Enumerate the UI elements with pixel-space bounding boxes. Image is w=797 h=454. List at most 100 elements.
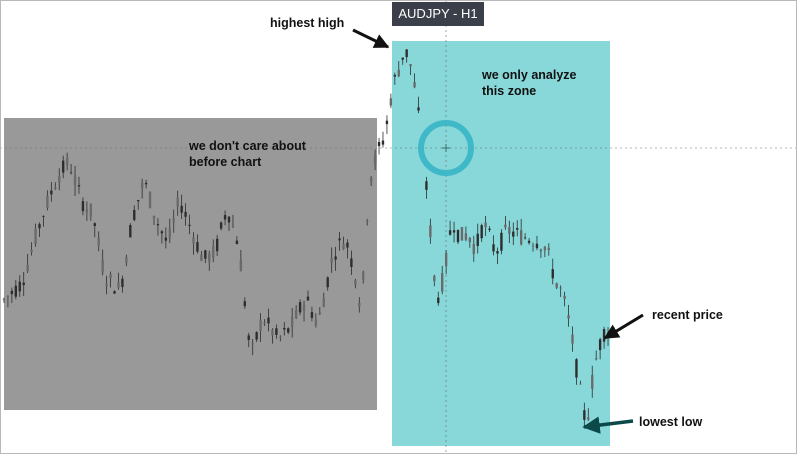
candle-body [294,310,298,319]
candle-body [369,177,373,182]
candle-body [89,203,93,217]
recent-price-arrow [603,313,644,340]
candle-body [302,304,306,311]
candle-body [575,359,578,378]
candle-body [283,327,286,330]
candle-body [259,319,262,331]
candle-body [247,335,250,340]
candle-body [587,417,590,420]
candle-body [255,332,258,340]
candle-body [93,223,96,226]
candle-body [318,312,322,315]
candle-body [6,296,10,298]
candle-body [62,160,65,173]
candle-body [350,258,353,267]
candle-body [22,282,25,286]
candle-body [405,49,408,58]
candle-body [26,264,29,271]
candle-body [563,295,566,299]
candle-body [279,336,282,338]
candle-body [334,256,337,260]
candle-body [598,339,602,351]
candle-body [164,237,168,241]
candle-body [223,215,227,220]
candle-body [547,247,550,251]
candle-body [50,190,53,195]
candle-body [156,224,160,226]
candle-body [358,302,361,307]
candle-body [385,120,389,125]
candle-body [235,240,239,245]
candle-body [583,410,586,420]
candle-body [401,57,404,60]
candle-body [129,225,132,238]
candle-body [109,274,112,279]
candle-body [46,195,49,208]
candle-body [476,233,479,246]
candle-body [290,316,294,327]
candle-body [30,249,33,253]
candle-body [326,277,329,288]
candle-body [148,192,152,208]
candle-body [144,182,148,185]
lowest-low-label: lowest low [639,415,703,429]
candle-body [73,175,77,186]
candle-body [373,154,377,165]
candle-body [535,243,539,249]
candle-body [101,259,104,273]
candle-body [243,301,246,307]
candle-body [591,374,594,389]
candle-body [516,227,519,230]
before-chart-label: we don't care about before chart [189,139,306,169]
candle-body [184,211,187,217]
candle-body [298,302,302,313]
candle-body [389,98,393,106]
candle-body [417,107,420,111]
candle-body [362,271,365,280]
before-chart-zone [4,118,377,410]
candle-body [543,246,547,251]
candle-body [239,259,243,272]
symbol-timeframe-badge[interactable]: AUDJPY - H1 [392,2,484,26]
candle-body [366,220,369,222]
selection-marker-ring[interactable] [418,120,474,176]
candle-body [310,312,314,318]
candle-body [196,242,199,252]
candle-body [322,297,325,308]
candle-body [602,329,606,342]
candle-body [330,258,333,263]
candle-body [263,322,266,325]
candle-body [433,275,436,282]
candle-body [121,278,124,288]
candle-body [267,317,270,324]
candle-body [393,74,397,77]
recent-price-label: recent price [652,308,723,322]
candle-body [125,257,128,263]
candle-body [180,205,183,213]
candle-body [287,328,290,333]
candle-body [452,230,456,233]
candle-body [571,334,574,344]
candle-body [314,319,318,326]
analyze-zone-label: we only analyze this zone [482,68,577,98]
candle-body [271,329,274,336]
candle-body [425,181,428,190]
candle-body [531,245,535,247]
candle-body [448,230,452,235]
candle-body [519,230,523,245]
candle-body [192,237,195,244]
candle-body [34,228,37,245]
candle-body [480,225,483,239]
candle-body [397,69,400,77]
candle-body [460,227,464,241]
candle-body [227,216,231,223]
candle-body [381,140,385,145]
candle-body [168,228,171,239]
candle-body [555,283,558,288]
candle-body [354,280,357,285]
candle-body [160,231,164,234]
candle-body [484,222,487,228]
highest-high-arrow [352,28,390,49]
